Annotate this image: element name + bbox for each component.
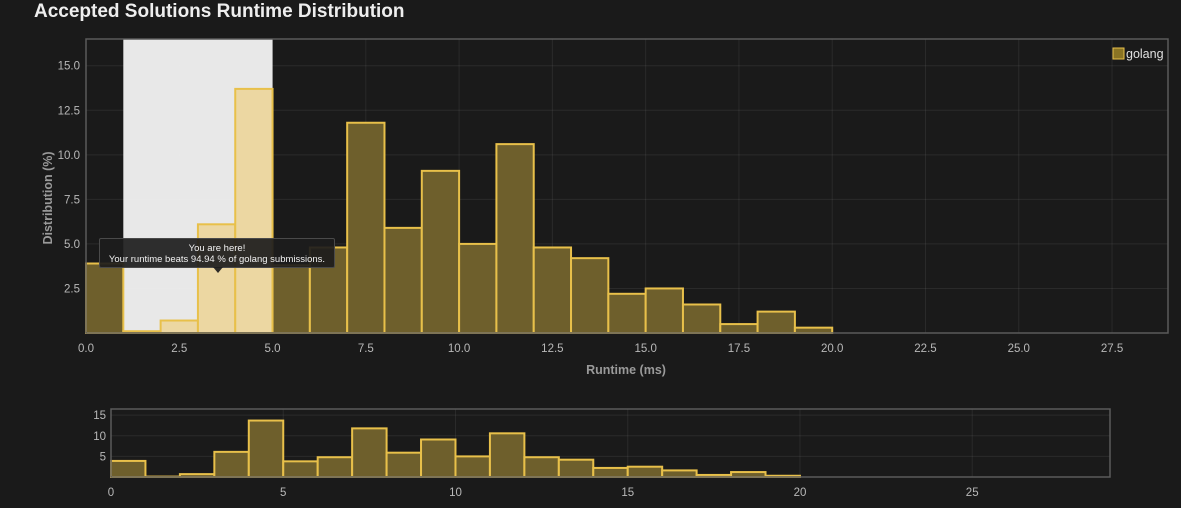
x-tick-label: 17.5	[728, 343, 750, 355]
legend-label: golang	[1126, 47, 1164, 61]
legend-swatch	[1112, 47, 1125, 60]
histogram-bar[interactable]	[383, 226, 423, 334]
x-tick-label: 7.5	[358, 343, 374, 355]
overview-bar	[626, 465, 664, 478]
histogram-bar[interactable]	[495, 143, 535, 334]
y-tick-label: 2.5	[64, 283, 80, 295]
y-tick-label: 10.0	[58, 150, 80, 162]
overview-x-tick-label: 15	[621, 487, 634, 499]
overview-chart: 0 5 10 15 20 25 5 10 15	[93, 408, 1111, 499]
histogram-bar[interactable]	[420, 169, 461, 334]
main-chart: 0.0 2.5 5.0 7.5 10.0 12.5 15.0 17.5 20.0 22.5 25.0…	[41, 38, 1169, 377]
overview-bar	[454, 455, 491, 479]
x-tick-label: 20.0	[821, 343, 843, 355]
y-tick-label: 7.5	[64, 194, 80, 206]
histogram-bar[interactable]	[346, 121, 386, 334]
overview-bar	[213, 450, 250, 478]
overview-bar	[488, 432, 526, 479]
x-tick-label: 27.5	[1101, 343, 1123, 355]
tooltip-text: Your runtime beats 94.94 % of golang sub…	[108, 254, 326, 265]
plot-border	[85, 38, 1169, 334]
histogram-bar[interactable]	[458, 242, 498, 334]
x-tick-label: 5.0	[265, 343, 281, 355]
overview-bar	[523, 456, 560, 478]
histogram-bar[interactable]	[271, 264, 311, 335]
overview-bar	[661, 469, 698, 479]
y-tick-label: 12.5	[58, 105, 80, 117]
x-tick-label: 25.0	[1008, 343, 1030, 355]
x-tick-label: 12.5	[541, 343, 563, 355]
x-axis-title: Runtime (ms)	[586, 363, 666, 377]
overview-bar	[385, 451, 423, 478]
overview-y-tick-label: 15	[93, 410, 106, 422]
overview-bar	[110, 459, 147, 479]
overview-x-tick-label: 20	[794, 487, 807, 499]
overview-bar	[282, 460, 319, 478]
y-axis-title: Distribution (%)	[41, 151, 55, 244]
overview-x-tick-label: 10	[449, 487, 462, 499]
tooltip-title: You are here!	[188, 243, 246, 254]
overview-bar	[557, 458, 595, 479]
overview-bar	[592, 466, 629, 478]
histogram-bar[interactable]	[719, 323, 759, 335]
y-tick-label: 5.0	[64, 239, 80, 251]
histogram-bar[interactable]	[644, 287, 684, 335]
x-tick-label: 0.0	[78, 343, 94, 355]
overview-border[interactable]	[110, 408, 1111, 478]
histogram-bar[interactable]	[159, 319, 199, 335]
histogram-bar[interactable]	[234, 87, 274, 334]
x-tick-label: 22.5	[914, 343, 936, 355]
overview-bar	[316, 456, 354, 478]
overview-x-tick-label: 0	[108, 487, 114, 499]
overview-y-tick-label: 10	[93, 431, 106, 443]
histogram-bar[interactable]	[607, 292, 647, 334]
x-tick-label: 2.5	[171, 343, 187, 355]
histogram-bar[interactable]	[681, 303, 722, 334]
histogram-bar[interactable]	[532, 246, 573, 335]
histogram-bar[interactable]	[793, 326, 834, 334]
overview-bar	[247, 419, 285, 479]
runtime-tooltip: You are here! Your runtime beats 94.94 %…	[99, 238, 335, 273]
x-tick-label: 15.0	[634, 343, 656, 355]
y-tick-label: 15.0	[58, 61, 80, 73]
tooltip-arrow	[213, 267, 223, 273]
x-tick-label: 10.0	[448, 343, 470, 355]
overview-x-tick-label: 25	[966, 487, 979, 499]
overview-y-tick-label: 5	[100, 451, 106, 463]
overview-bar	[420, 438, 457, 479]
histogram-bar[interactable]	[756, 310, 796, 335]
histogram-bar[interactable]	[85, 262, 125, 334]
overview-x-tick-label: 5	[280, 487, 286, 499]
page-title: Accepted Solutions Runtime Distribution	[34, 1, 405, 22]
histogram-bar[interactable]	[570, 257, 610, 334]
overview-bar	[351, 427, 388, 478]
